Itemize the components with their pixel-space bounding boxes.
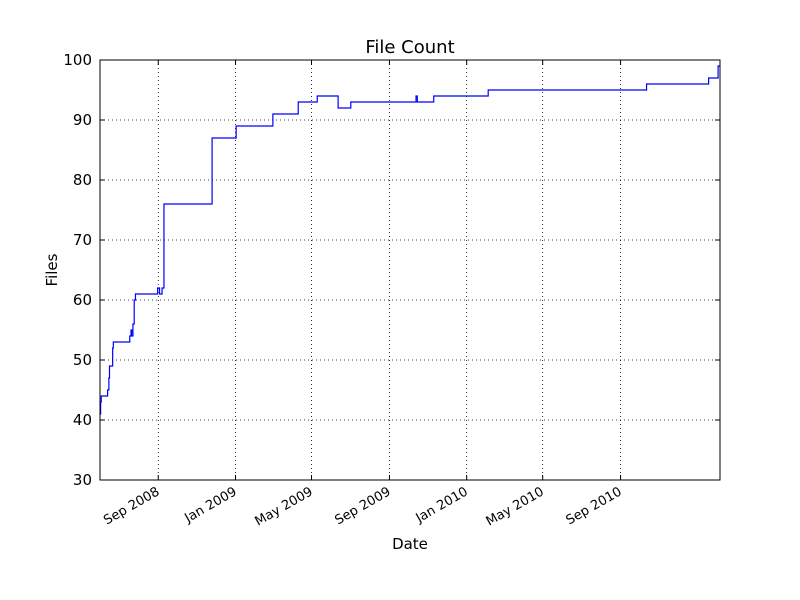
y-tick-label: 40 — [73, 411, 92, 429]
y-tick-label: 80 — [73, 171, 92, 189]
y-tick-label: 50 — [73, 351, 92, 369]
y-axis-label: Files — [43, 253, 61, 286]
y-tick-label: 90 — [73, 111, 92, 129]
plot-frame — [99, 59, 721, 481]
x-tick-label: Sep 2010 — [564, 484, 625, 528]
file-count-line — [100, 65, 720, 415]
x-tick-label: Jan 2010 — [413, 484, 471, 526]
y-tick-label: 70 — [73, 231, 92, 249]
x-tick-label: Sep 2009 — [332, 484, 393, 528]
x-tick-label: May 2009 — [253, 484, 316, 529]
x-axis-ticks: Sep 2008 Jan 2009 May 2009 Sep 2009 Jan 2010… — [101, 60, 625, 530]
chart-title: File Count — [365, 37, 454, 58]
x-tick-label: Jan 2009 — [182, 484, 240, 526]
x-axis-label: Date — [392, 535, 428, 553]
y-tick-label: 60 — [73, 291, 92, 309]
y-axis-ticks: 30 40 50 60 70 80 90 100 — [63, 51, 720, 489]
y-tick-label: 100 — [63, 51, 92, 69]
x-tick-label: Sep 2008 — [101, 484, 162, 528]
grid-lines — [100, 60, 720, 480]
series-layer — [100, 65, 720, 415]
x-tick-label: May 2010 — [484, 484, 547, 529]
y-tick-label: 30 — [73, 471, 92, 489]
